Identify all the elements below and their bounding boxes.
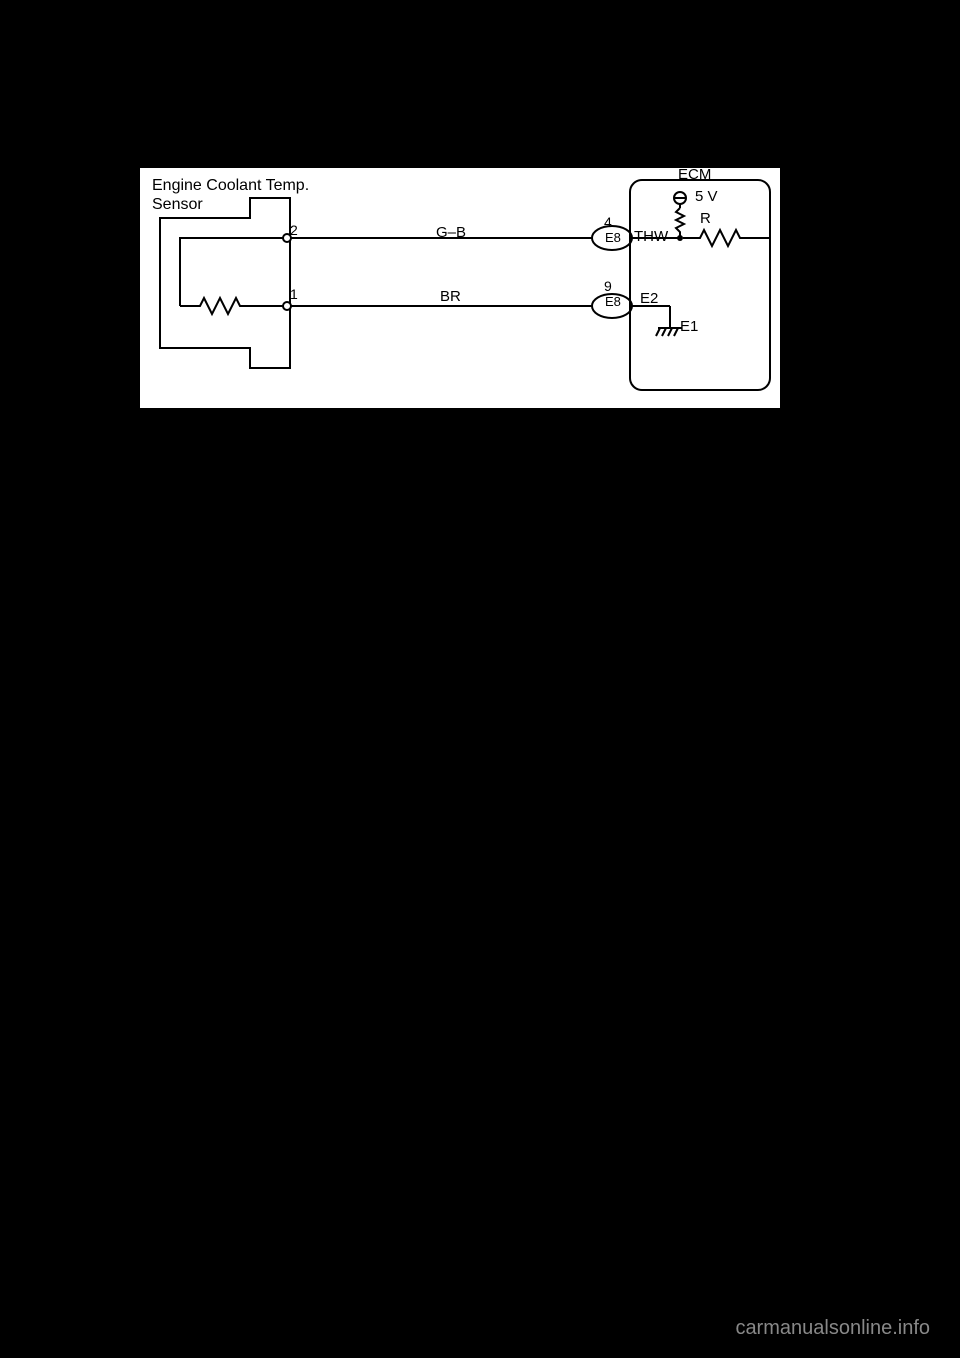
wiring-diagram: Engine Coolant Temp. Sensor ECM G–B BR 2… xyxy=(140,168,780,408)
resistor-r xyxy=(676,208,684,238)
ground-symbol xyxy=(656,328,682,336)
wire-bottom-label: BR xyxy=(440,288,461,305)
terminal-e2: E2 xyxy=(640,290,658,307)
resistor-label: R xyxy=(700,210,711,227)
pin-sensor-top: 2 xyxy=(290,222,298,238)
pin-ecm-top: 4 xyxy=(604,214,612,230)
watermark: carmanualsonline.info xyxy=(735,1317,930,1340)
voltage-label: 5 V xyxy=(695,188,718,205)
connector-top: E8 xyxy=(605,230,621,245)
sensor-pin-1 xyxy=(283,302,291,310)
pin-ecm-bottom: 9 xyxy=(604,278,612,294)
sensor-label: Engine Coolant Temp. Sensor xyxy=(152,176,309,214)
terminal-e1: E1 xyxy=(680,318,698,335)
pin-sensor-bottom: 1 xyxy=(290,286,298,302)
wire-top-label: G–B xyxy=(436,224,466,241)
junction-dot xyxy=(677,235,683,241)
ecm-label: ECM xyxy=(678,166,711,183)
sensor-label-line1: Engine Coolant Temp. xyxy=(152,177,309,194)
sensor-label-line2: Sensor xyxy=(152,196,203,213)
sensor-thermistor xyxy=(180,238,285,314)
connector-bottom: E8 xyxy=(605,294,621,309)
resistor-right xyxy=(683,230,770,246)
terminal-thw: THW xyxy=(634,228,668,245)
